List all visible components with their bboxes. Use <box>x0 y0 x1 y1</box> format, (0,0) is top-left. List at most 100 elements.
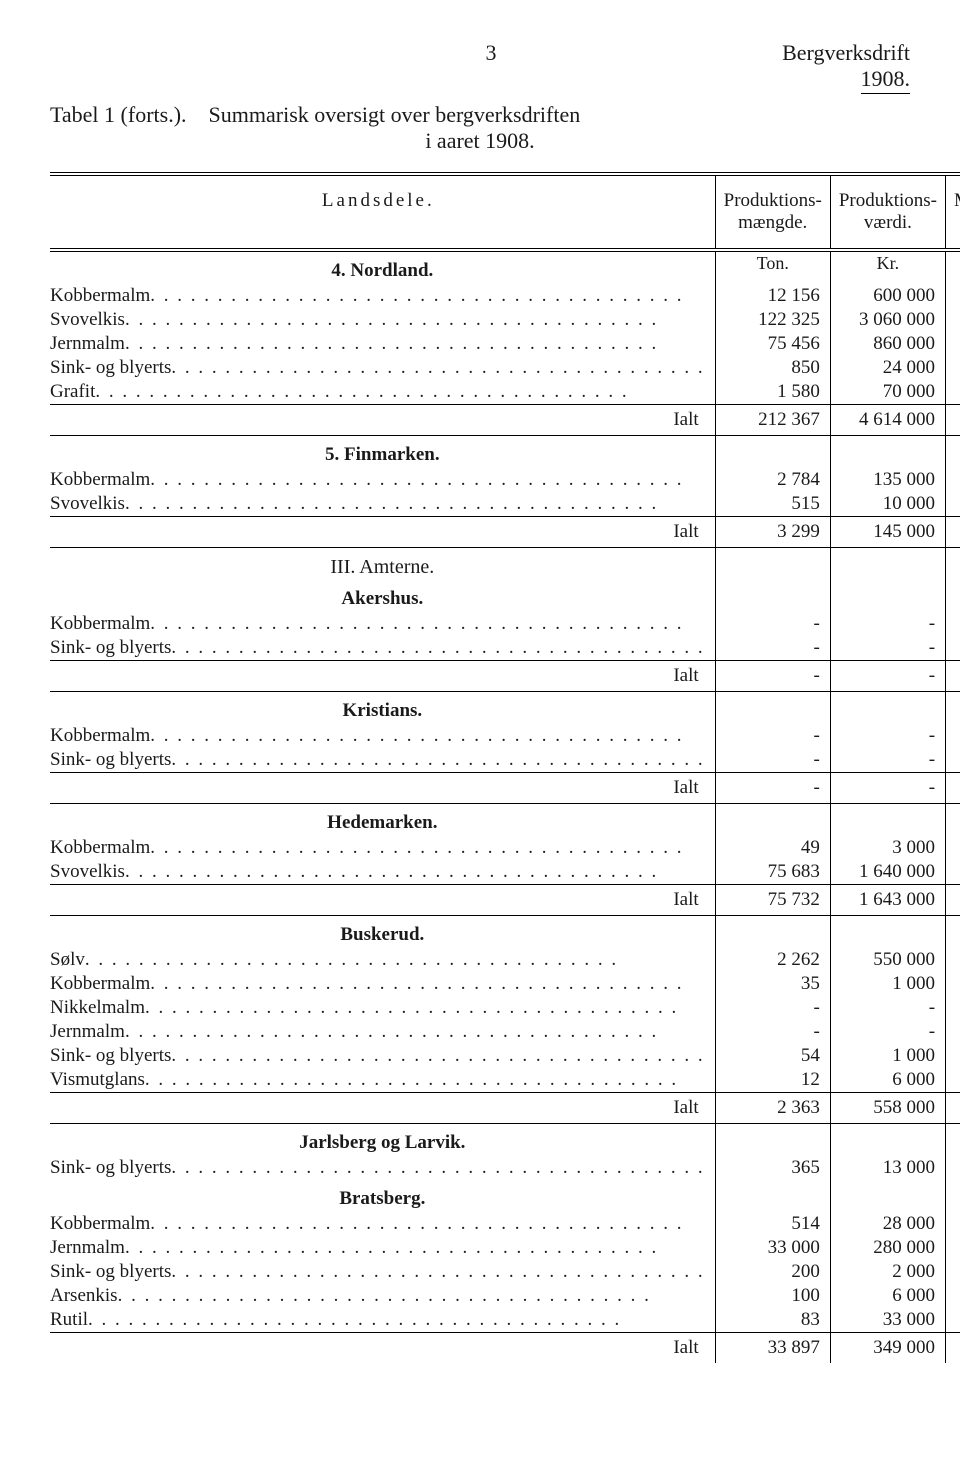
num-cell: 3 <box>946 1020 960 1044</box>
row-label: Svovelkis <box>50 860 715 885</box>
num-cell: 10 000 <box>830 492 945 517</box>
num-cell: 33 897 <box>715 1333 830 1364</box>
num-cell: 56 <box>946 1044 960 1068</box>
num-cell: - <box>946 492 960 517</box>
num-cell: - <box>830 612 945 636</box>
row-label: Jernmalm <box>50 332 715 356</box>
num-cell: 54 <box>715 1044 830 1068</box>
num-cell: 1 640 000 <box>830 860 945 885</box>
num-cell: - <box>946 836 960 860</box>
num-cell: 135 000 <box>830 468 945 492</box>
section-heading: Hedemarken. <box>50 804 715 837</box>
num-cell: 75 683 <box>715 860 830 885</box>
num-cell: 185 <box>946 948 960 972</box>
col-head-mandskap: Mandskap. <box>946 174 960 250</box>
empty-cell <box>946 916 960 949</box>
empty-cell <box>715 804 830 837</box>
num-cell: - <box>715 636 830 661</box>
page-header: 3 Bergverksdrift 1908. <box>50 40 910 92</box>
num-cell: 6 <box>946 1068 960 1093</box>
num-cell: - <box>715 1020 830 1044</box>
num-cell: 10 <box>946 996 960 1020</box>
title-sub: i aaret 1908. <box>50 128 910 154</box>
col-head-vaerdi: Produktions-værdi. <box>830 174 945 250</box>
num-cell: - <box>830 1020 945 1044</box>
num-cell: 6 000 <box>830 1284 945 1308</box>
num-cell: 30 <box>946 1156 960 1180</box>
num-cell: 13 000 <box>830 1156 945 1180</box>
num-cell: - <box>830 636 945 661</box>
empty-cell <box>946 1180 960 1212</box>
num-cell: 1 580 <box>715 380 830 405</box>
num-cell: 212 367 <box>715 405 830 436</box>
section-heading: 5. Finmarken. <box>50 436 715 469</box>
num-cell: 76 <box>946 773 960 804</box>
empty-cell <box>830 580 945 612</box>
empty-cell <box>830 916 945 949</box>
empty-cell <box>715 436 830 469</box>
num-cell: 145 000 <box>830 517 945 548</box>
empty-cell <box>715 692 830 725</box>
num-cell: 10 <box>946 724 960 748</box>
ialt-label: Ialt <box>50 885 715 916</box>
empty-cell <box>830 804 945 837</box>
num-cell: 3 060 000 <box>830 308 945 332</box>
title-right: Summarisk oversigt over bergverksdriften <box>209 102 581 127</box>
unit-kr: Kr. <box>830 250 945 284</box>
empty-cell <box>715 580 830 612</box>
num-cell: 3 299 <box>715 517 830 548</box>
num-cell: 100 <box>715 1284 830 1308</box>
num-cell: - <box>830 748 945 773</box>
row-label: Kobbermalm <box>50 1212 715 1236</box>
num-cell: 550 000 <box>830 948 945 972</box>
num-cell: 12 <box>715 1068 830 1093</box>
num-cell: 349 000 <box>830 1333 945 1364</box>
num-cell: 75 732 <box>715 885 830 916</box>
ialt-label: Ialt <box>50 405 715 436</box>
row-label: Kobbermalm <box>50 612 715 636</box>
num-cell: - <box>715 661 830 692</box>
num-cell: 488 <box>946 885 960 916</box>
num-cell: 6 000 <box>830 1068 945 1093</box>
num-cell: 192 <box>946 468 960 492</box>
section-heading: Buskerud. <box>50 916 715 949</box>
row-label: Kobbermalm <box>50 972 715 996</box>
section-heading: Bratsberg. <box>50 1180 715 1212</box>
num-cell: 11 <box>946 612 960 636</box>
empty-cell <box>946 580 960 612</box>
num-cell: 31 <box>946 1260 960 1284</box>
num-cell: 288 <box>946 1093 960 1124</box>
num-cell: 992 <box>946 332 960 356</box>
num-cell: 3 000 <box>830 836 945 860</box>
num-cell: 2 363 <box>715 1093 830 1124</box>
num-cell: - <box>830 773 945 804</box>
row-label: Jernmalm <box>50 1236 715 1260</box>
num-cell: 49 <box>715 836 830 860</box>
num-cell: 850 <box>715 356 830 380</box>
section-heading: Akershus. <box>50 580 715 612</box>
row-label: Kobbermalm <box>50 724 715 748</box>
num-cell: 1 520 <box>946 284 960 308</box>
num-cell: 66 <box>946 748 960 773</box>
num-cell: 10 <box>946 1284 960 1308</box>
num-cell: 264 <box>946 308 960 332</box>
num-cell: 600 000 <box>830 284 945 308</box>
table-title: Tabel 1 (forts.). Summarisk oversigt ove… <box>50 102 910 128</box>
num-cell: 90 <box>946 661 960 692</box>
ialt-label: Ialt <box>50 773 715 804</box>
num-cell: 68 <box>946 1212 960 1236</box>
num-cell: - <box>715 612 830 636</box>
num-cell: 35 <box>715 972 830 996</box>
row-label: Kobbermalm <box>50 284 715 308</box>
num-cell: 24 000 <box>830 356 945 380</box>
empty-cell <box>946 1124 960 1157</box>
num-cell: 28 <box>946 972 960 996</box>
data-table: Landsdele. Produktions-mængde. Produktio… <box>50 172 960 1363</box>
num-cell: 1 643 000 <box>830 885 945 916</box>
num-cell: - <box>715 748 830 773</box>
empty-cell <box>946 804 960 837</box>
row-label: Sink- og blyerts <box>50 748 715 773</box>
row-label: Grafit <box>50 380 715 405</box>
title-left: Tabel 1 (forts.). <box>50 102 187 127</box>
empty-cell <box>946 692 960 725</box>
